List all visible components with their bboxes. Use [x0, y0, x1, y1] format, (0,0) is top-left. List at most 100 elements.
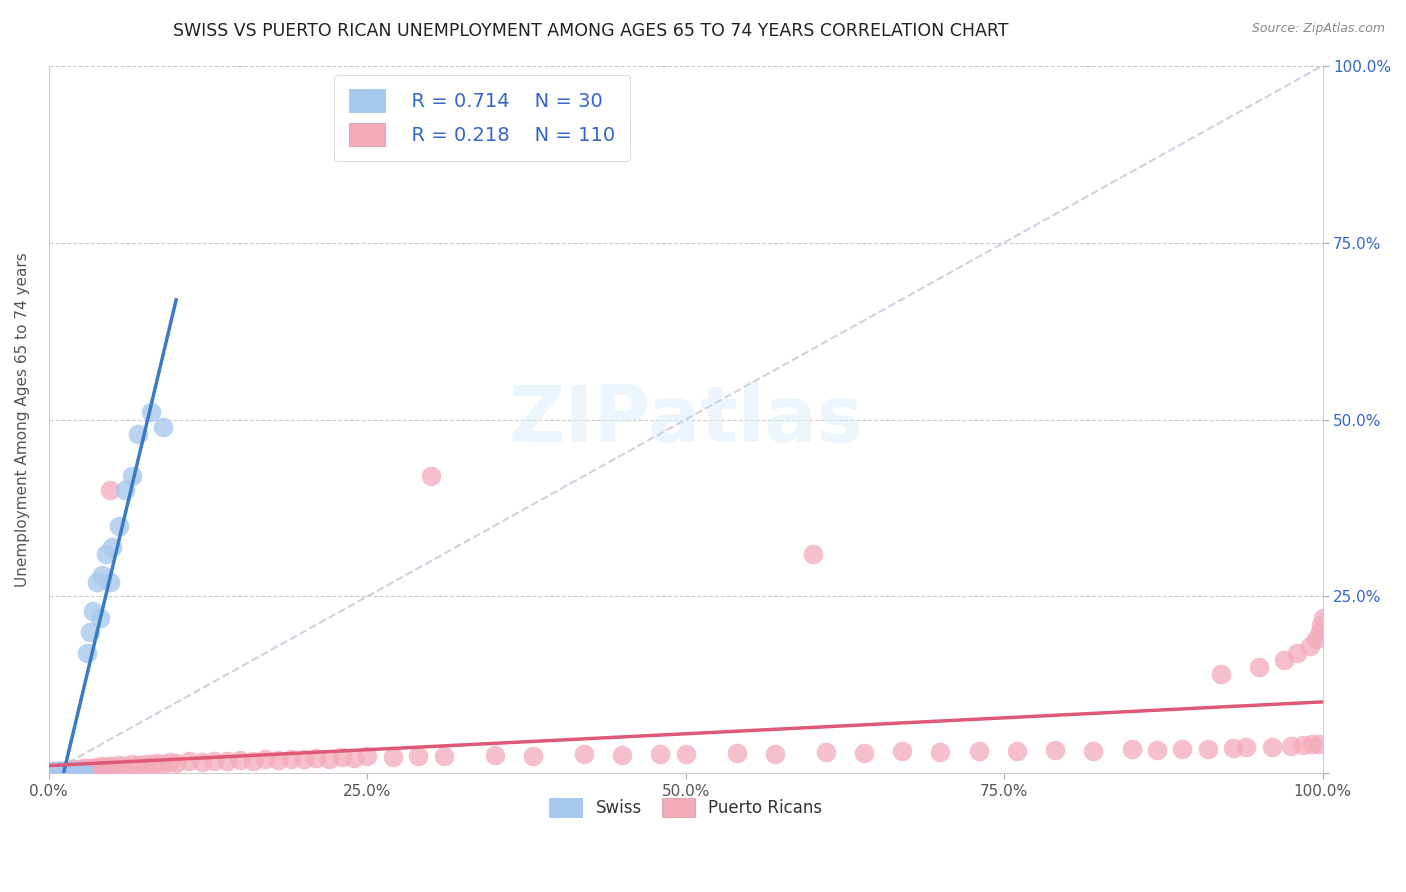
Point: [675, 747, 697, 762]
Point: [63, 764, 86, 779]
Point: [1260, 739, 1282, 754]
Point: [433, 749, 456, 764]
Point: [1286, 646, 1309, 660]
Point: [725, 746, 748, 760]
Point: [53, 764, 76, 778]
Point: [1197, 742, 1219, 756]
Point: [1301, 738, 1323, 752]
Point: [91, 568, 114, 582]
Point: [53, 764, 76, 779]
Point: [610, 747, 633, 762]
Point: [63, 764, 86, 778]
Point: [59, 763, 82, 777]
Point: [134, 756, 156, 771]
Point: [1083, 744, 1105, 758]
Point: [356, 749, 378, 764]
Point: [51, 764, 73, 779]
Point: [58, 764, 80, 779]
Point: [89, 610, 111, 624]
Point: [108, 518, 131, 533]
Point: [67, 764, 90, 778]
Point: [60, 764, 83, 778]
Point: [51, 764, 73, 779]
Point: [1305, 632, 1327, 646]
Point: [1222, 741, 1244, 756]
Point: [152, 756, 174, 771]
Point: [82, 604, 104, 618]
Point: [1247, 660, 1270, 674]
Point: [229, 753, 252, 767]
Point: [522, 748, 544, 763]
Point: [98, 758, 121, 772]
Text: SWISS VS PUERTO RICAN UNEMPLOYMENT AMONG AGES 65 TO 74 YEARS CORRELATION CHART: SWISS VS PUERTO RICAN UNEMPLOYMENT AMONG…: [173, 22, 1008, 40]
Point: [114, 483, 136, 498]
Point: [69, 764, 91, 778]
Point: [484, 747, 506, 762]
Point: [51, 764, 73, 778]
Point: [242, 754, 264, 768]
Point: [44, 764, 66, 779]
Point: [419, 469, 441, 483]
Point: [76, 646, 98, 660]
Point: [572, 747, 595, 762]
Point: [121, 469, 143, 483]
Point: [1043, 743, 1066, 757]
Point: [292, 752, 315, 766]
Point: [98, 575, 121, 590]
Point: [1309, 624, 1331, 639]
Point: [76, 762, 98, 776]
Point: [69, 762, 91, 776]
Point: [929, 745, 952, 759]
Point: [67, 763, 90, 777]
Point: [48, 764, 70, 779]
Point: [1308, 737, 1330, 751]
Point: [1146, 743, 1168, 757]
Point: [66, 764, 89, 778]
Point: [80, 761, 103, 775]
Point: [98, 483, 121, 498]
Point: [217, 755, 239, 769]
Point: [814, 745, 837, 759]
Point: [53, 764, 76, 779]
Point: [62, 764, 84, 779]
Point: [330, 750, 353, 764]
Point: [1299, 639, 1322, 653]
Point: [177, 755, 200, 769]
Point: [56, 764, 79, 778]
Point: [202, 754, 225, 768]
Point: [343, 751, 366, 765]
Point: [127, 758, 149, 772]
Point: [146, 756, 169, 770]
Point: [108, 758, 131, 772]
Point: [82, 762, 104, 776]
Point: [56, 764, 79, 779]
Point: [86, 575, 108, 590]
Point: [72, 762, 94, 776]
Point: [139, 405, 162, 419]
Y-axis label: Unemployment Among Ages 65 to 74 years: Unemployment Among Ages 65 to 74 years: [15, 252, 30, 587]
Point: [1234, 740, 1257, 755]
Point: [101, 759, 124, 773]
Point: [52, 764, 75, 779]
Point: [763, 747, 786, 761]
Point: [51, 764, 73, 778]
Point: [58, 764, 80, 779]
Point: [121, 757, 143, 772]
Point: [1121, 742, 1143, 756]
Point: [94, 760, 117, 774]
Point: [60, 764, 83, 779]
Point: [55, 764, 77, 779]
Point: [42, 764, 65, 779]
Point: [406, 748, 429, 763]
Point: [1272, 653, 1295, 667]
Point: [381, 750, 404, 764]
Point: [305, 751, 328, 765]
Point: [853, 746, 876, 760]
Point: [91, 759, 114, 773]
Point: [56, 764, 79, 779]
Point: [63, 763, 86, 777]
Point: [70, 763, 93, 777]
Point: [69, 763, 91, 777]
Point: [1209, 667, 1232, 681]
Point: [53, 764, 76, 779]
